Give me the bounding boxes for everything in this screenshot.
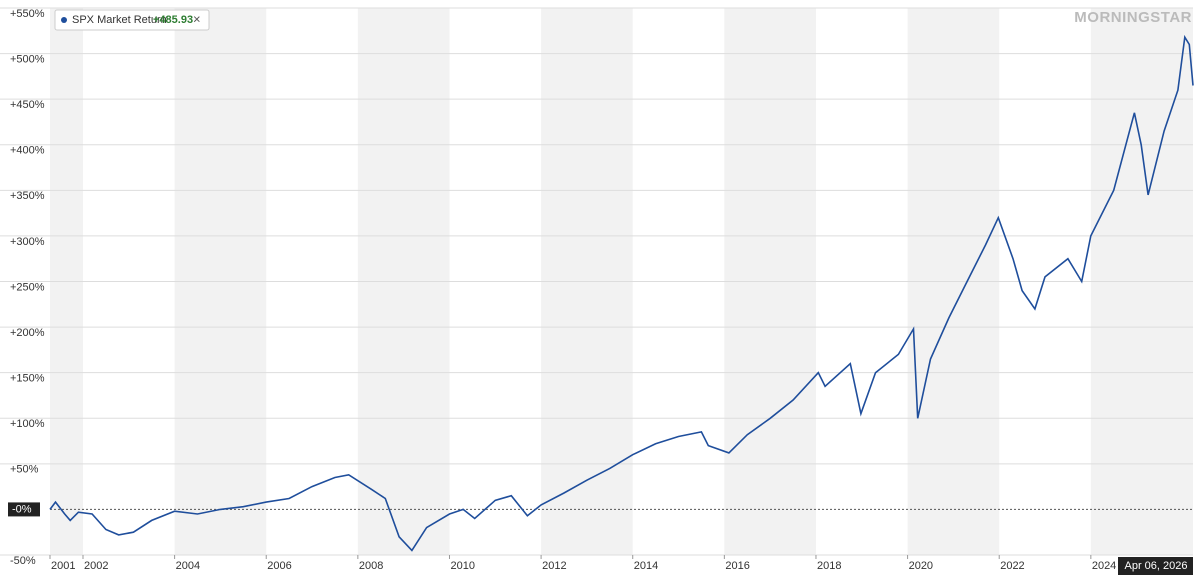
grid: [0, 7, 1193, 556]
legend-marker: [61, 17, 67, 23]
y-tick-label: +550%: [10, 8, 45, 20]
legend-value: +485.93: [153, 14, 193, 26]
legend-box: [54, 9, 210, 31]
axes: +550% +500% +450% +400% +350% +300% +250% +200%…: [8, 8, 1193, 575]
x-tick-label: 2001: [51, 560, 75, 572]
y-tick-label: +350%: [10, 190, 45, 202]
x-tick-label: 2006: [267, 560, 291, 572]
y-tick-label: +300%: [10, 236, 45, 248]
zero-label-bg: [8, 502, 40, 517]
legend: SPX Market Return +485.93 ×: [54, 9, 210, 31]
x-tick-label: 2014: [634, 560, 658, 572]
y-tick-label: -0%: [12, 503, 32, 515]
x-tick-label: 2022: [1000, 560, 1024, 572]
x-tick-label: 2012: [542, 560, 566, 572]
y-tick-label: +400%: [10, 145, 45, 157]
series-line: [49, 34, 1194, 552]
x-tick-label: 2018: [817, 560, 841, 572]
x-tick-label: 2004: [176, 560, 200, 572]
y-tick-label: +500%: [10, 53, 45, 65]
cursor-label: Apr 06, 2026: [1125, 560, 1188, 572]
x-tick-label: 2002: [84, 560, 108, 572]
legend-label: SPX Market Return: [72, 14, 167, 26]
y-tick-label: +100%: [10, 418, 45, 430]
y-tick-label: +450%: [10, 99, 45, 111]
x-tick-label: 2024: [1092, 560, 1116, 572]
x-tick-label: 2010: [450, 560, 474, 572]
y-tick-label: +150%: [10, 373, 45, 385]
legend-close[interactable]: ×: [193, 11, 201, 26]
x-tick-label: 2020: [909, 560, 933, 572]
y-tick-label: -50%: [10, 555, 36, 567]
x-tick-label: 2016: [725, 560, 749, 572]
cursor-label-bg: [1118, 557, 1193, 575]
x-tick-label: 2008: [359, 560, 383, 572]
y-tick-label: +200%: [10, 327, 45, 339]
y-tick-label: +250%: [10, 281, 45, 293]
brand-logo: MORNINGSTAR: [1074, 9, 1192, 26]
plot: [49, 34, 1194, 552]
y-tick-label: +50%: [10, 464, 39, 476]
